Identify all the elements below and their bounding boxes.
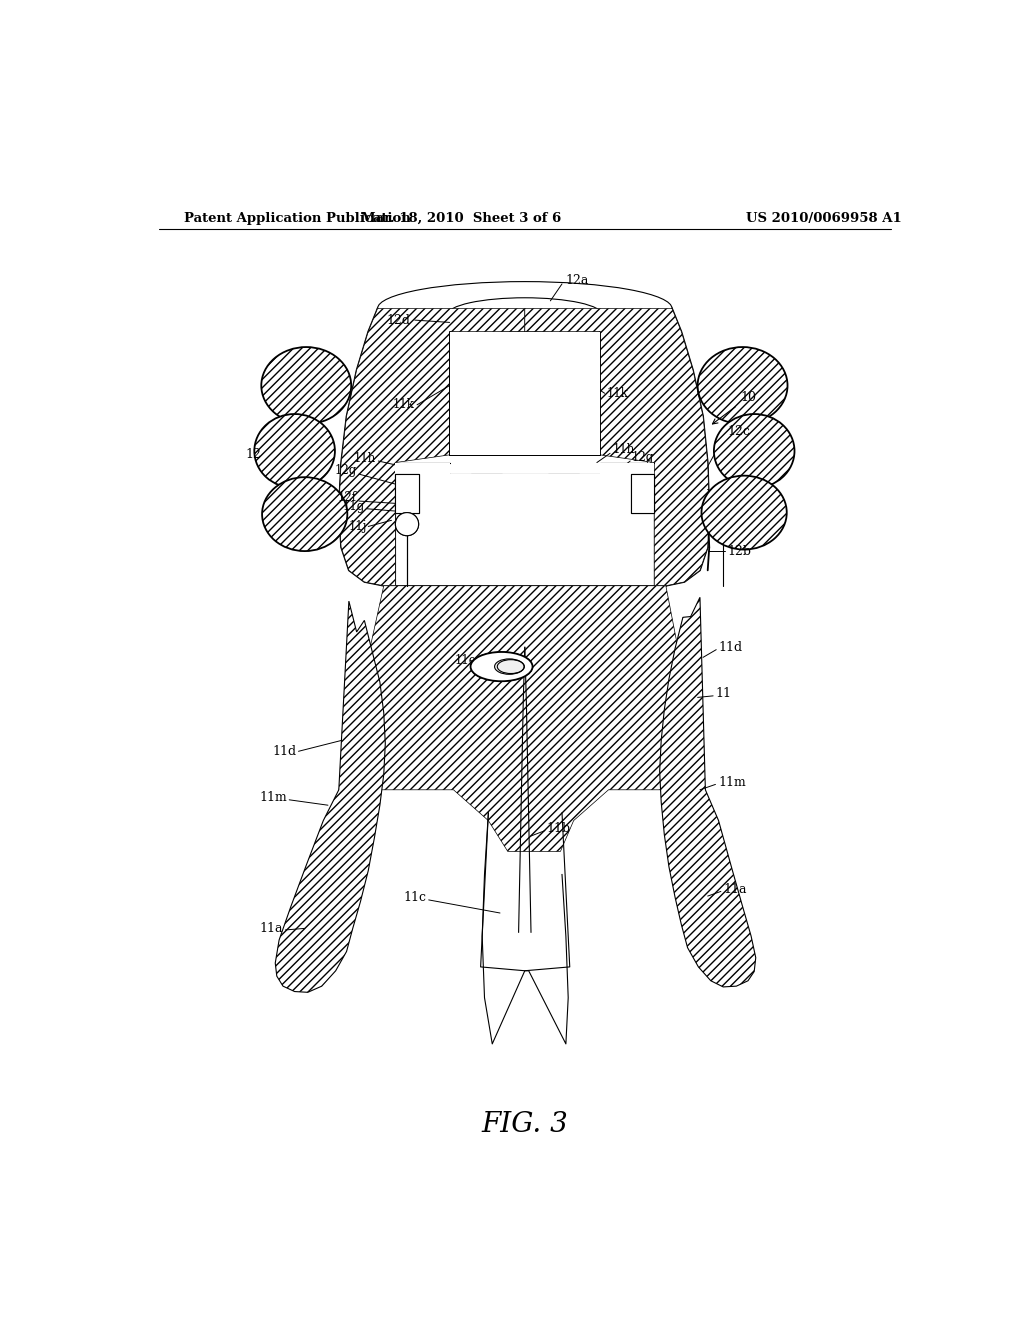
Text: 11j: 11j (348, 520, 367, 533)
Bar (450, 331, 600, 455)
Text: 11m: 11m (259, 791, 287, 804)
Polygon shape (339, 586, 706, 851)
Text: 10: 10 (713, 391, 757, 424)
Text: 12a: 12a (565, 273, 589, 286)
Polygon shape (339, 309, 524, 586)
Text: 11h: 11h (612, 444, 635, 455)
Text: 12g: 12g (335, 463, 356, 477)
Text: 11a: 11a (259, 921, 283, 935)
Text: 11e: 11e (455, 653, 477, 667)
Ellipse shape (254, 414, 335, 488)
Text: 11c: 11c (403, 891, 426, 904)
Ellipse shape (262, 478, 347, 552)
Text: FIG. 3: FIG. 3 (481, 1111, 568, 1138)
Text: 12c: 12c (728, 425, 751, 438)
Text: 11k: 11k (607, 387, 629, 400)
Text: US 2010/0069958 A1: US 2010/0069958 A1 (746, 213, 902, 224)
Text: 11h: 11h (353, 453, 376, 465)
Polygon shape (600, 462, 654, 474)
Polygon shape (524, 309, 710, 586)
Ellipse shape (261, 347, 351, 424)
Text: 11d: 11d (272, 744, 297, 758)
Ellipse shape (495, 659, 524, 675)
Text: 11: 11 (716, 686, 731, 700)
Ellipse shape (471, 652, 532, 681)
Polygon shape (419, 474, 631, 532)
Polygon shape (631, 474, 654, 512)
Text: 12e: 12e (628, 466, 649, 479)
Polygon shape (395, 474, 419, 512)
Text: 12g: 12g (632, 450, 654, 463)
Text: 11b: 11b (547, 822, 570, 834)
Text: 11a: 11a (723, 883, 746, 896)
Polygon shape (659, 597, 756, 987)
Ellipse shape (714, 414, 795, 488)
Text: 12f: 12f (623, 499, 641, 511)
Text: 12: 12 (246, 449, 261, 462)
Text: 11g: 11g (342, 500, 365, 513)
Text: 11d: 11d (719, 640, 742, 653)
Text: Patent Application Publication: Patent Application Publication (183, 213, 411, 224)
Circle shape (395, 512, 419, 536)
Polygon shape (275, 601, 385, 993)
Polygon shape (395, 474, 419, 512)
Ellipse shape (701, 475, 786, 549)
Text: 12d: 12d (387, 314, 411, 326)
Polygon shape (631, 474, 654, 512)
Text: 11k: 11k (393, 399, 415, 412)
Ellipse shape (471, 652, 532, 681)
Polygon shape (395, 462, 450, 474)
Text: Mar. 18, 2010  Sheet 3 of 6: Mar. 18, 2010 Sheet 3 of 6 (361, 213, 561, 224)
Text: 11g: 11g (623, 483, 645, 496)
Ellipse shape (697, 347, 787, 424)
Text: 12b: 12b (728, 545, 752, 557)
Text: 12f: 12f (338, 491, 356, 504)
Text: 11m: 11m (719, 776, 746, 788)
